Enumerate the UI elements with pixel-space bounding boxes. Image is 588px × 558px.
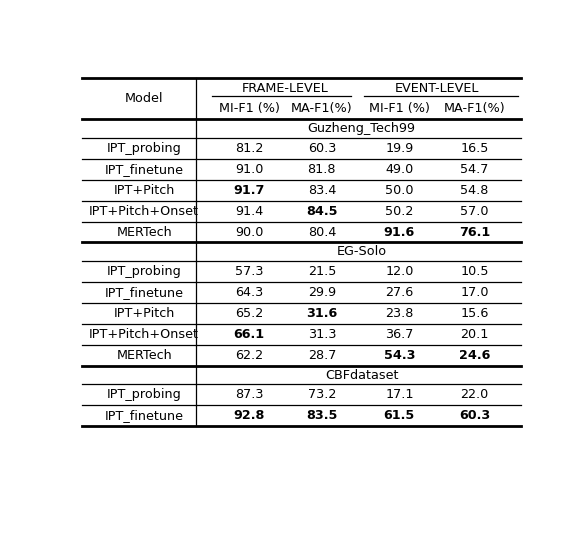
- Text: IPT_probing: IPT_probing: [107, 388, 182, 401]
- Text: 54.7: 54.7: [460, 163, 489, 176]
- Text: 76.1: 76.1: [459, 225, 490, 239]
- Text: 17.1: 17.1: [385, 388, 413, 401]
- Text: 81.8: 81.8: [308, 163, 336, 176]
- Text: 60.3: 60.3: [459, 409, 490, 422]
- Text: FRAME-LEVEL: FRAME-LEVEL: [242, 81, 329, 95]
- Text: 23.8: 23.8: [385, 307, 413, 320]
- Text: 50.0: 50.0: [385, 184, 413, 197]
- Text: 36.7: 36.7: [385, 328, 413, 341]
- Text: MA-F1(%): MA-F1(%): [444, 103, 505, 116]
- Text: 54.3: 54.3: [383, 349, 415, 362]
- Text: 17.0: 17.0: [460, 286, 489, 299]
- Text: 92.8: 92.8: [233, 409, 265, 422]
- Text: 60.3: 60.3: [308, 142, 336, 155]
- Text: 84.5: 84.5: [306, 205, 338, 218]
- Text: 28.7: 28.7: [308, 349, 336, 362]
- Text: IPT_finetune: IPT_finetune: [105, 409, 183, 422]
- Text: IPT+Pitch: IPT+Pitch: [113, 307, 175, 320]
- Text: IPT_probing: IPT_probing: [107, 265, 182, 278]
- Text: 62.2: 62.2: [235, 349, 263, 362]
- Text: 24.6: 24.6: [459, 349, 490, 362]
- Text: 12.0: 12.0: [385, 265, 413, 278]
- Text: 91.7: 91.7: [233, 184, 265, 197]
- Text: 65.2: 65.2: [235, 307, 263, 320]
- Text: 20.1: 20.1: [460, 328, 489, 341]
- Text: IPT_finetune: IPT_finetune: [105, 286, 183, 299]
- Text: 81.2: 81.2: [235, 142, 263, 155]
- Text: 27.6: 27.6: [385, 286, 413, 299]
- Text: 16.5: 16.5: [460, 142, 489, 155]
- Text: 31.3: 31.3: [308, 328, 336, 341]
- Text: 91.6: 91.6: [384, 225, 415, 239]
- Text: EVENT-LEVEL: EVENT-LEVEL: [395, 81, 479, 95]
- Text: IPT+Pitch: IPT+Pitch: [113, 184, 175, 197]
- Text: IPT+Pitch+Onset: IPT+Pitch+Onset: [89, 205, 199, 218]
- Text: 10.5: 10.5: [460, 265, 489, 278]
- Text: 21.5: 21.5: [308, 265, 336, 278]
- Text: 80.4: 80.4: [308, 225, 336, 239]
- Text: 49.0: 49.0: [385, 163, 413, 176]
- Text: 31.6: 31.6: [306, 307, 338, 320]
- Text: 91.4: 91.4: [235, 205, 263, 218]
- Text: 83.4: 83.4: [308, 184, 336, 197]
- Text: EG-Solo: EG-Solo: [337, 246, 387, 258]
- Text: 19.9: 19.9: [385, 142, 413, 155]
- Text: 66.1: 66.1: [233, 328, 265, 341]
- Text: Model: Model: [125, 92, 163, 105]
- Text: MI-F1 (%): MI-F1 (%): [219, 103, 279, 116]
- Text: 83.5: 83.5: [306, 409, 338, 422]
- Text: MI-F1 (%): MI-F1 (%): [369, 103, 430, 116]
- Text: 61.5: 61.5: [384, 409, 415, 422]
- Text: MERTech: MERTech: [116, 225, 172, 239]
- Text: 90.0: 90.0: [235, 225, 263, 239]
- Text: 50.2: 50.2: [385, 205, 413, 218]
- Text: IPT_finetune: IPT_finetune: [105, 163, 183, 176]
- Text: 64.3: 64.3: [235, 286, 263, 299]
- Text: 87.3: 87.3: [235, 388, 263, 401]
- Text: 57.3: 57.3: [235, 265, 263, 278]
- Text: MERTech: MERTech: [116, 349, 172, 362]
- Text: 54.8: 54.8: [460, 184, 489, 197]
- Text: MA-F1(%): MA-F1(%): [291, 103, 353, 116]
- Text: IPT_probing: IPT_probing: [107, 142, 182, 155]
- Text: CBFdataset: CBFdataset: [325, 368, 399, 382]
- Text: Guzheng_Tech99: Guzheng_Tech99: [308, 122, 416, 136]
- Text: 73.2: 73.2: [308, 388, 336, 401]
- Text: 29.9: 29.9: [308, 286, 336, 299]
- Text: 22.0: 22.0: [460, 388, 489, 401]
- Text: 15.6: 15.6: [460, 307, 489, 320]
- Text: 91.0: 91.0: [235, 163, 263, 176]
- Text: 57.0: 57.0: [460, 205, 489, 218]
- Text: IPT+Pitch+Onset: IPT+Pitch+Onset: [89, 328, 199, 341]
